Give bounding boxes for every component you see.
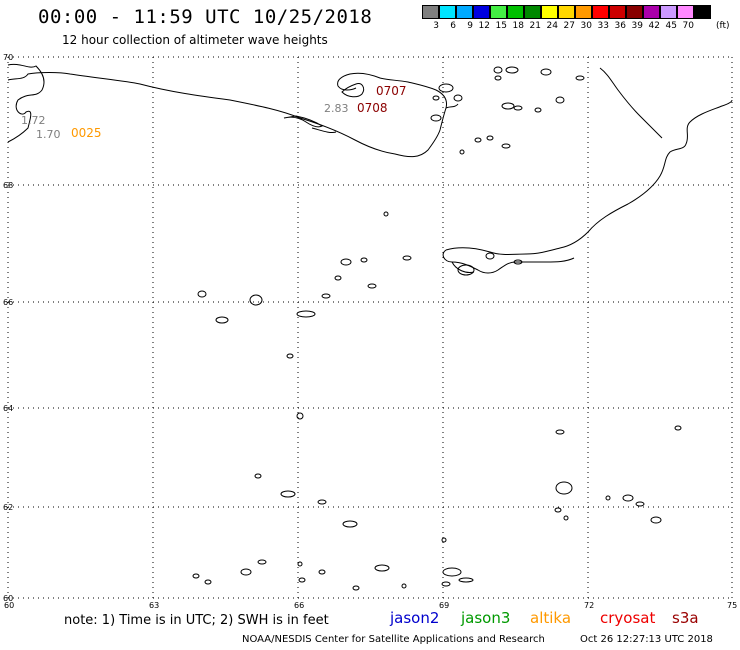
- page-title: 00:00 - 11:59 UTC 10/25/2018: [38, 6, 373, 28]
- color-scale-swatch: [643, 5, 660, 19]
- color-scale-swatch: [592, 5, 609, 19]
- satellite-legend-cryosat: cryosat: [600, 609, 656, 627]
- satellite-legend-altika: altika: [530, 609, 572, 627]
- color-scale-value: 27: [563, 21, 575, 31]
- color-scale-value: 24: [546, 21, 558, 31]
- color-scale-value: 36: [614, 21, 626, 31]
- observation-time-label: 0708: [357, 101, 388, 115]
- lon-label: 63: [149, 601, 160, 610]
- color-scale-swatch: [507, 5, 524, 19]
- color-scale-swatch: [524, 5, 541, 19]
- observation-time-label: 0707: [376, 84, 407, 98]
- color-scale-swatch: [677, 5, 694, 19]
- color-scale-value: 30: [580, 21, 592, 31]
- color-scale-swatch: [439, 5, 456, 19]
- islands: [192, 66, 682, 591]
- color-scale-swatch: [558, 5, 575, 19]
- color-scale-value: 33: [597, 21, 609, 31]
- color-scale-swatch: [694, 5, 711, 19]
- credit-text: NOAA/NESDIS Center for Satellite Applica…: [242, 634, 545, 645]
- footer-note: note: 1) Time is in UTC; 2) SWH is in fe…: [64, 613, 329, 628]
- page-subtitle: 12 hour collection of altimeter wave hei…: [62, 33, 328, 47]
- lat-label: 70: [3, 53, 14, 62]
- color-scale-value: 6: [450, 21, 456, 31]
- scale-unit: (ft): [716, 21, 730, 31]
- observation-swh-label: 2.83: [324, 102, 349, 115]
- color-scale-swatch: [660, 5, 677, 19]
- generated-timestamp: Oct 26 12:27:13 UTC 2018: [580, 634, 713, 645]
- lon-label: 69: [439, 601, 450, 610]
- observation-swh-label: 1.70: [36, 128, 61, 141]
- lon-label: 75: [727, 601, 738, 610]
- lat-label: 64: [3, 404, 14, 413]
- satellite-legend-jason3: jason3: [461, 609, 511, 627]
- color-scale-value: 18: [512, 21, 524, 31]
- color-scale-value: 12: [478, 21, 490, 31]
- lon-label: 60: [4, 601, 15, 610]
- color-scale-swatch: [422, 5, 439, 19]
- color-scale-value: 9: [467, 21, 473, 31]
- color-scale-swatch: [541, 5, 558, 19]
- color-scale-swatch: [456, 5, 473, 19]
- satellite-legend-jason2: jason2: [390, 609, 440, 627]
- lon-label: 72: [584, 601, 595, 610]
- color-scale-value: 42: [648, 21, 660, 31]
- color-scale-value: 21: [529, 21, 541, 31]
- lon-label: 66: [294, 601, 305, 610]
- lat-label: 60: [3, 594, 14, 603]
- satellite-legend-s3a: s3a: [672, 609, 699, 627]
- color-scale-value: 3: [433, 21, 439, 31]
- graticule: [7, 56, 733, 599]
- color-scale-value: 45: [665, 21, 677, 31]
- color-scale-swatch: [609, 5, 626, 19]
- lat-label: 66: [3, 298, 14, 307]
- color-scale-value: 15: [495, 21, 507, 31]
- coastline: [7, 63, 733, 274]
- observation-time-label: 0025: [71, 126, 102, 140]
- color-scale-swatch: [490, 5, 507, 19]
- lat-label: 68: [3, 181, 14, 190]
- color-scale-swatch: [575, 5, 592, 19]
- color-scale-value: 70: [682, 21, 694, 31]
- color-scale-value: 39: [631, 21, 643, 31]
- observation-swh-label: 1.72: [21, 114, 46, 127]
- color-scale-labels: 3 6 9 12 15 18 21 24 27 30 33 36 39 42 45 70: [422, 21, 694, 31]
- wave-height-color-scale: [422, 5, 711, 19]
- color-scale-swatch: [626, 5, 643, 19]
- lat-label: 62: [3, 503, 14, 512]
- color-scale-swatch: [473, 5, 490, 19]
